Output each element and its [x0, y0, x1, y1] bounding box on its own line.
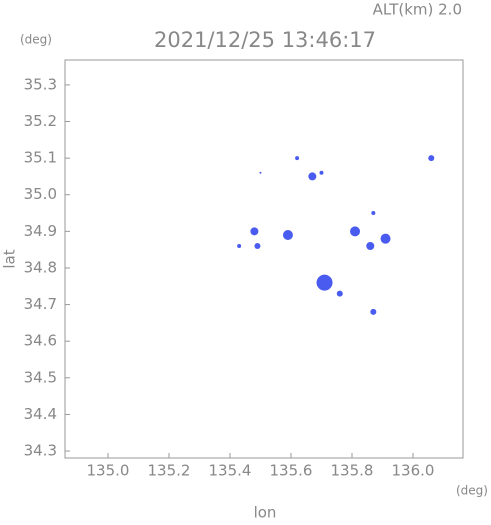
y-tick-label: 34.3 — [24, 442, 57, 460]
x-tick-label: 135.8 — [331, 462, 374, 480]
echo-blob — [282, 230, 293, 241]
echo-blob — [254, 243, 261, 250]
y-axis-label: lat — [1, 249, 19, 268]
echo-blob — [371, 211, 376, 216]
x-tick-label: 135.2 — [148, 462, 191, 480]
echo-blob — [250, 227, 259, 236]
echo-blob — [428, 155, 435, 162]
x-tick-label: 135.6 — [270, 462, 313, 480]
y-tick-label: 34.7 — [24, 295, 57, 313]
echo-blob — [316, 274, 333, 291]
y-tick-label: 34.9 — [24, 222, 57, 240]
x-unit: (deg) — [456, 484, 488, 498]
y-unit: (deg) — [20, 33, 52, 47]
y-tick-label: 34.6 — [24, 332, 57, 350]
echo-blob — [380, 233, 391, 244]
y-tick-label: 35.3 — [24, 75, 57, 93]
plot-frame — [64, 59, 464, 459]
echo-blob — [308, 172, 317, 181]
x-tick-label: 135.4 — [209, 462, 252, 480]
chart-title: 2021/12/25 13:46:17 — [154, 28, 376, 52]
echo-blob — [350, 226, 361, 237]
altitude-label: ALT(km) 2.0 — [373, 1, 462, 19]
echo-blob — [336, 290, 343, 297]
y-tick-label: 34.5 — [24, 368, 57, 386]
x-axis-label: lon — [254, 504, 277, 522]
echo-blob — [295, 156, 300, 161]
y-tick-label: 34.4 — [24, 405, 57, 423]
y-tick-label: 34.8 — [24, 258, 57, 276]
echo-blob — [319, 170, 324, 175]
y-tick-label: 35.0 — [24, 185, 57, 203]
echo-blob — [366, 242, 375, 251]
x-tick-label: 136.0 — [392, 462, 435, 480]
y-tick-label: 35.1 — [24, 149, 57, 167]
echo-blob — [370, 308, 377, 315]
y-tick-label: 35.2 — [24, 112, 57, 130]
echo-blob — [259, 171, 262, 174]
echo-blob — [237, 244, 242, 249]
x-tick-label: 135.0 — [87, 462, 130, 480]
